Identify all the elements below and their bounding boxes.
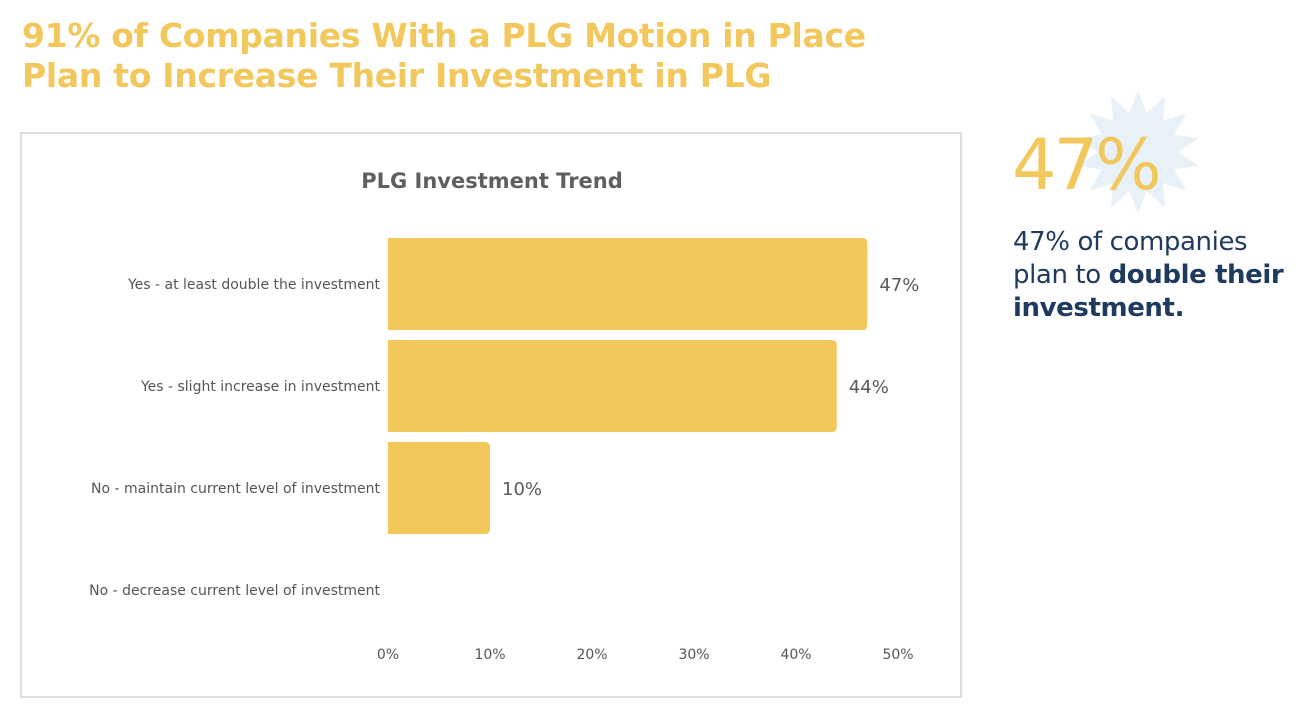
headline-line-1: 91% of Companies With a PLG Motion in Pl… bbox=[22, 16, 866, 55]
headline: 91% of Companies With a PLG Motion in Pl… bbox=[22, 16, 922, 96]
data-label: 10% bbox=[502, 479, 542, 500]
starburst-icon bbox=[1077, 90, 1199, 214]
bar bbox=[388, 442, 490, 534]
data-label: 47% bbox=[879, 275, 919, 296]
category-labels: Yes - at least double the investment Yes … bbox=[89, 277, 380, 599]
bar-chart: PLG Investment Trend Yes - at least doub… bbox=[89, 169, 919, 663]
data-label: 44% bbox=[849, 377, 889, 398]
category-label: No - maintain current level of investmen… bbox=[91, 481, 380, 497]
x-axis-ticks: 0% 10% 20% 30% 40% 50% bbox=[377, 647, 914, 663]
x-tick-label: 20% bbox=[576, 647, 607, 663]
value-labels: 47% 44% 10% bbox=[502, 275, 919, 500]
x-tick-label: 0% bbox=[377, 647, 399, 663]
chart-panel: PLG Investment Trend Yes - at least doub… bbox=[20, 132, 962, 698]
bar bbox=[388, 340, 837, 432]
x-tick-label: 10% bbox=[474, 647, 505, 663]
x-tick-label: 50% bbox=[882, 647, 913, 663]
category-label: No - decrease current level of investmen… bbox=[89, 583, 380, 599]
big-stat: 47% bbox=[1012, 124, 1162, 206]
stat-callout: 47% 47% of companies plan to double thei… bbox=[1008, 90, 1288, 350]
bars-layer bbox=[388, 238, 868, 534]
bar bbox=[388, 238, 868, 330]
category-label: Yes - slight increase in investment bbox=[140, 379, 381, 395]
callout-text: 47% of companies plan to double their in… bbox=[1013, 226, 1293, 325]
category-label: Yes - at least double the investment bbox=[127, 277, 381, 293]
starburst-shape bbox=[1077, 90, 1199, 214]
callout-text-bold: double their investment. bbox=[1013, 260, 1284, 323]
x-tick-label: 40% bbox=[780, 647, 811, 663]
callout-text-prefix: 47% of companies plan to bbox=[1013, 227, 1248, 290]
headline-line-2: Plan to Increase Their Investment in PLG bbox=[22, 56, 772, 95]
x-tick-label: 30% bbox=[678, 647, 709, 663]
chart-title: PLG Investment Trend bbox=[361, 169, 623, 193]
